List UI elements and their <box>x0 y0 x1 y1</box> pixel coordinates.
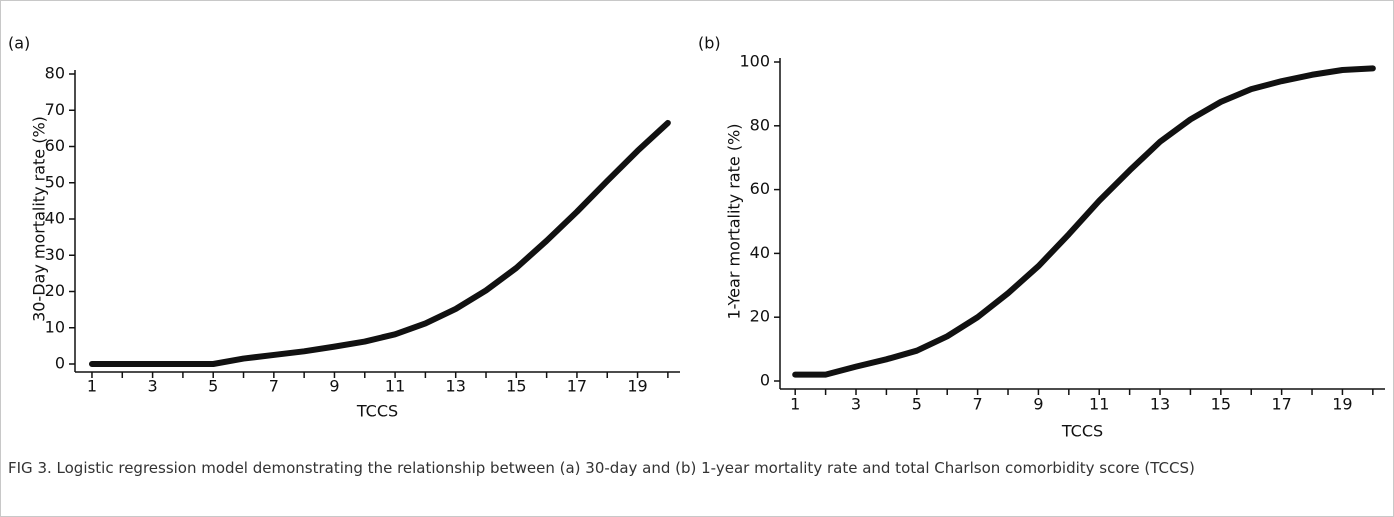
line <box>88 119 671 367</box>
caption: FIG 3. Logistic regression model demonst… <box>8 459 1195 477</box>
x-tick-label: 1 <box>87 377 97 396</box>
x-axis-title: TCCS <box>356 402 398 421</box>
panel-label: (a) <box>8 34 30 53</box>
x-tick-label: 9 <box>1033 395 1043 414</box>
x-tick-label: 1 <box>790 395 800 414</box>
y-tick-label: 50 <box>45 172 65 191</box>
x-tick-label: 11 <box>1089 395 1109 414</box>
x-tick-label: 5 <box>912 395 922 414</box>
y-axis-title: 30-Day mortality rate (%) <box>30 116 49 322</box>
x-tick-label: 3 <box>148 377 158 396</box>
x-tick-label: 13 <box>446 377 466 396</box>
x-tick-label: 17 <box>567 377 587 396</box>
x-tick-label: 15 <box>1211 395 1231 414</box>
x-tick-label: 5 <box>208 377 218 396</box>
y-tick-label: 60 <box>45 136 65 155</box>
y-tick-label: 40 <box>750 243 770 262</box>
x-tick-label: 17 <box>1271 395 1291 414</box>
y-tick-label: 30 <box>45 245 65 264</box>
y-tick-label: 60 <box>750 179 770 198</box>
y-tick-label: 0 <box>55 354 65 373</box>
x-tick-label: 15 <box>506 377 526 396</box>
x-tick-label: 9 <box>329 377 339 396</box>
x-tick-label: 19 <box>627 377 647 396</box>
x-tick-label: 13 <box>1150 395 1170 414</box>
panel-label: (b) <box>698 34 721 53</box>
y-tick-label: 20 <box>45 281 65 300</box>
x-tick-label: 7 <box>973 395 983 414</box>
y-tick-label: 20 <box>750 307 770 326</box>
y-tick-label: 40 <box>45 209 65 228</box>
y-tick-label: 10 <box>45 317 65 336</box>
y-axis-title: 1-Year mortality rate (%) <box>725 123 744 319</box>
line <box>792 65 1376 378</box>
y-tick-label: 70 <box>45 100 65 119</box>
x-tick-label: 7 <box>269 377 279 396</box>
x-tick-label: 11 <box>385 377 405 396</box>
y-tick-label: 80 <box>45 64 65 83</box>
y-tick-label: 80 <box>750 115 770 134</box>
x-tick-label: 19 <box>1332 395 1352 414</box>
y-tick-label: 0 <box>760 371 770 390</box>
y-tick-label: 100 <box>739 52 770 71</box>
x-axis-title: TCCS <box>1061 422 1103 441</box>
x-tick-label: 3 <box>851 395 861 414</box>
